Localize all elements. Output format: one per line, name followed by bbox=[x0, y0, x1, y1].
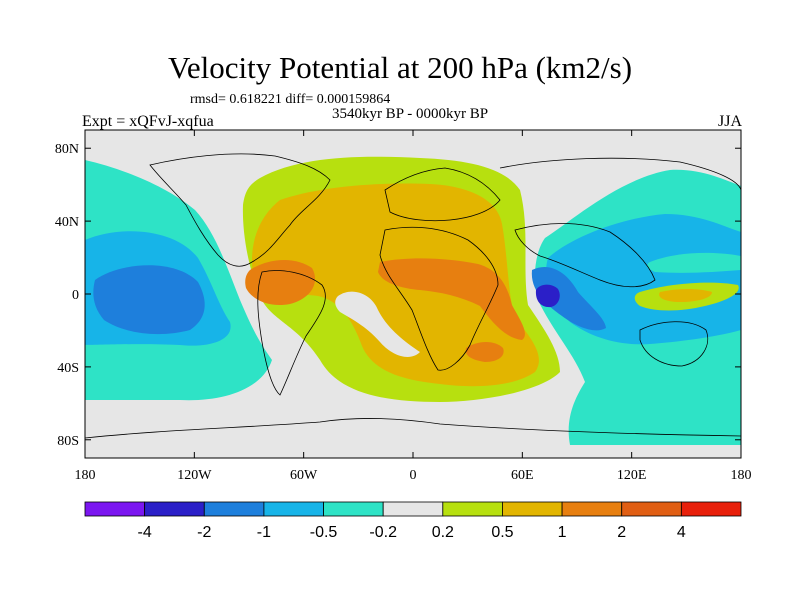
contour-field bbox=[85, 130, 741, 458]
colorbar-swatch bbox=[621, 501, 682, 517]
colorbar-label: -2 bbox=[197, 524, 211, 541]
y-tick-label: 40N bbox=[55, 215, 79, 230]
coastline-south-america bbox=[257, 270, 326, 396]
colorbar-swatch bbox=[84, 501, 146, 517]
x-tick-label: 60W bbox=[290, 468, 318, 483]
colorbar-label: 0.2 bbox=[432, 524, 454, 541]
colorbar-label: -1 bbox=[257, 524, 271, 541]
x-tick-label: 180 bbox=[75, 468, 96, 483]
y-tick-label: 40S bbox=[57, 361, 79, 376]
colorbar-label: 4 bbox=[677, 524, 686, 541]
y-tick-label: 0 bbox=[72, 288, 79, 303]
colorbar-label: -0.5 bbox=[310, 524, 338, 541]
contour-neg05-pacific-band bbox=[647, 252, 741, 273]
contour-pos1-africa bbox=[378, 258, 525, 340]
y-tick-label: 80N bbox=[55, 142, 79, 157]
experiment-label: Expt = xQFvJ-xqfua bbox=[82, 113, 214, 130]
colorbar-swatch bbox=[561, 501, 623, 517]
colorbar: -4 -2 -1 -0.5 -0.2 0.2 0.5 1 2 4 bbox=[84, 501, 742, 541]
time-period-label: 3540kyr BP - 0000kyr BP bbox=[331, 106, 489, 122]
colorbar-label: -0.2 bbox=[369, 524, 397, 541]
x-tick-label: 120W bbox=[177, 468, 212, 483]
x-tick-label: 0 bbox=[410, 468, 417, 483]
axis-ticks: 180 120W 60W 0 60E 120E 180 80N 40N 0 40S 80S bbox=[55, 130, 752, 483]
y-tick-label: 80S bbox=[57, 434, 79, 449]
colorbar-swatch bbox=[442, 501, 503, 517]
contour-pos05-maritime bbox=[659, 289, 712, 302]
contour-neg2-east bbox=[531, 266, 606, 331]
contour-neg2-west bbox=[93, 265, 205, 335]
rmsd-diff-stats: rmsd= 0.618221 diff= 0.000159864 bbox=[190, 92, 391, 107]
coastlines bbox=[85, 153, 741, 439]
map-title: Velocity Potential at 200 hPa (km2/s) bbox=[167, 50, 633, 85]
x-tick-label: 60E bbox=[511, 468, 534, 483]
contour-pos1-atlantic bbox=[245, 259, 316, 306]
x-tick-label: 180 bbox=[731, 468, 752, 483]
colorbar-label: 2 bbox=[617, 524, 626, 541]
contour-pos1-south-africa bbox=[465, 342, 504, 362]
colorbar-swatch bbox=[263, 501, 324, 517]
x-tick-label: 120E bbox=[617, 468, 647, 483]
colorbar-label: 1 bbox=[558, 524, 567, 541]
colorbar-label: -4 bbox=[138, 524, 152, 541]
colorbar-swatch bbox=[203, 501, 265, 517]
colorbar-swatch bbox=[680, 501, 742, 517]
coastline-north-america bbox=[149, 153, 331, 267]
coastline-europe bbox=[384, 167, 501, 222]
coastline-africa bbox=[379, 226, 499, 371]
colorbar-label: 0.5 bbox=[491, 524, 513, 541]
coastline-asia bbox=[499, 157, 741, 288]
coastline-antarctica bbox=[85, 418, 741, 439]
coastline-australia bbox=[639, 321, 708, 367]
season-label: JJA bbox=[717, 113, 742, 130]
contour-neutral-atlantic bbox=[335, 291, 420, 357]
colorbar-swatch bbox=[323, 501, 384, 517]
colorbar-swatch bbox=[502, 501, 563, 517]
colorbar-swatch bbox=[382, 501, 444, 517]
contour-neg4-indian-ocean bbox=[535, 284, 560, 308]
colorbar-swatch bbox=[144, 501, 205, 517]
